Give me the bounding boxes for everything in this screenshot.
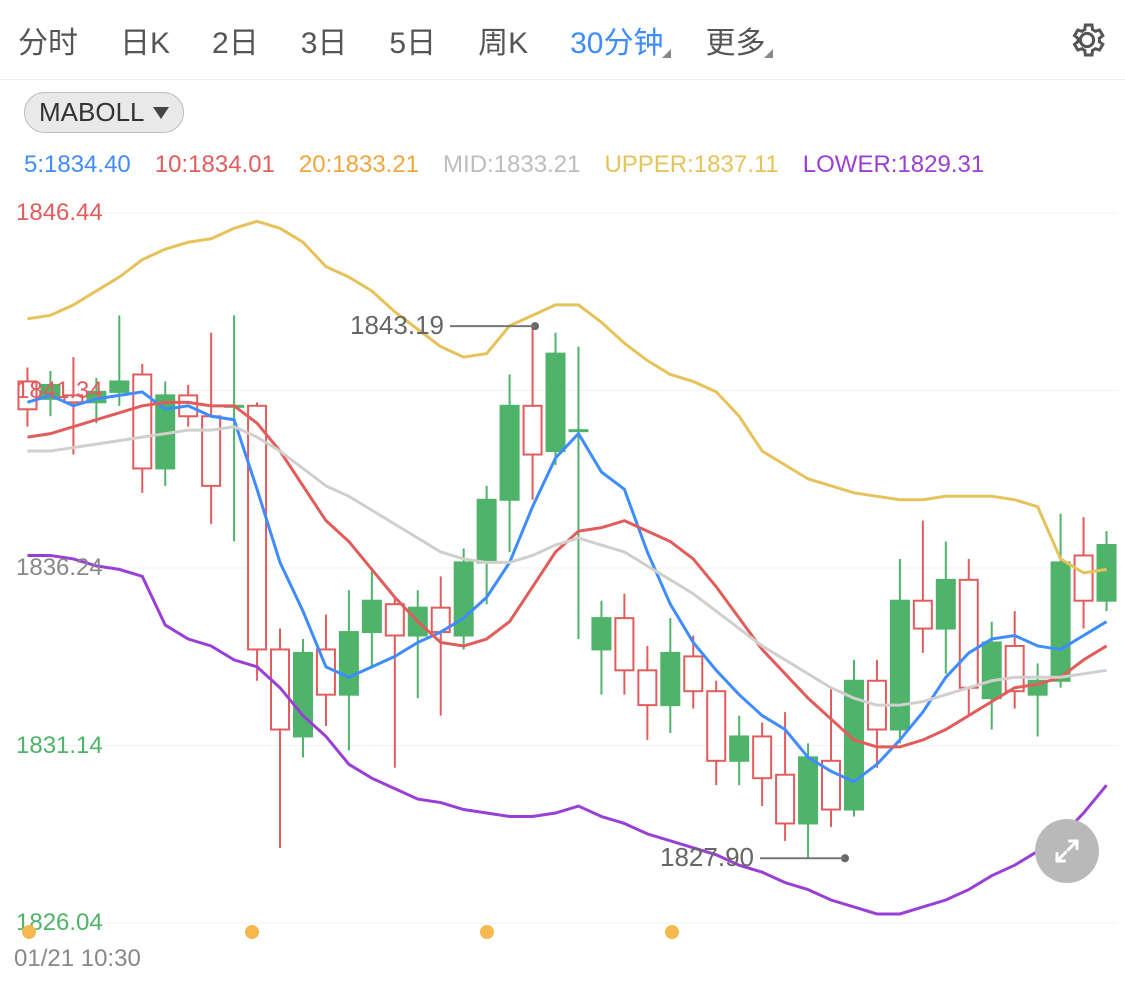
chevron-down-icon (153, 107, 169, 119)
tab-3[interactable]: 3日 (301, 18, 348, 62)
y-axis-label: 1831.14 (16, 732, 103, 760)
tab-5[interactable]: 周K (478, 18, 528, 62)
indicator-selector-label: MABOLL (39, 97, 145, 128)
indicator-value-3: MID:1833.21 (443, 151, 580, 178)
price-annotation: 1843.19 (350, 310, 444, 341)
price-annotation: 1827.90 (660, 842, 754, 873)
time-axis-label: 01/21 10:30 (14, 945, 141, 973)
indicator-legend: MABOLL 5:1834.40 10:1834.01 20:1833.21 MID:… (0, 80, 1125, 183)
candlestick-chart (0, 183, 1125, 973)
fullscreen-button[interactable] (1035, 819, 1099, 883)
chevron-down-icon (662, 49, 671, 58)
time-marker-dot (22, 925, 36, 939)
indicator-value-2: 20:1833.21 (299, 151, 419, 178)
y-axis-label: 1841.34 (16, 377, 103, 405)
time-marker-dot (665, 925, 679, 939)
tab-4[interactable]: 5日 (389, 18, 436, 62)
indicator-value-4: UPPER:1837.11 (604, 151, 778, 178)
timeframe-tabs: 分时日K 2日 3日 5日周K 30分钟更多 (0, 0, 1125, 80)
chart-area[interactable]: 1846.441841.341836.241831.141826.041843.… (0, 183, 1125, 973)
settings-button[interactable] (1067, 20, 1107, 60)
indicator-value-5: LOWER:1829.31 (803, 151, 984, 178)
y-axis-label: 1836.24 (16, 554, 103, 582)
tab-1[interactable]: 日K (120, 18, 170, 62)
expand-icon (1052, 836, 1082, 866)
y-axis-label: 1846.44 (16, 199, 103, 227)
tab-2[interactable]: 2日 (212, 18, 259, 62)
tab-6[interactable]: 30分钟 (570, 18, 663, 62)
tab-7[interactable]: 更多 (705, 18, 765, 62)
tab-0[interactable]: 分时 (18, 18, 78, 62)
indicator-selector[interactable]: MABOLL (24, 92, 184, 133)
indicator-value-1: 10:1834.01 (155, 151, 275, 178)
chevron-down-icon (764, 49, 773, 58)
indicator-value-0: 5:1834.40 (24, 151, 131, 178)
time-marker-dot (480, 925, 494, 939)
time-marker-dot (245, 925, 259, 939)
gear-icon (1067, 20, 1107, 60)
